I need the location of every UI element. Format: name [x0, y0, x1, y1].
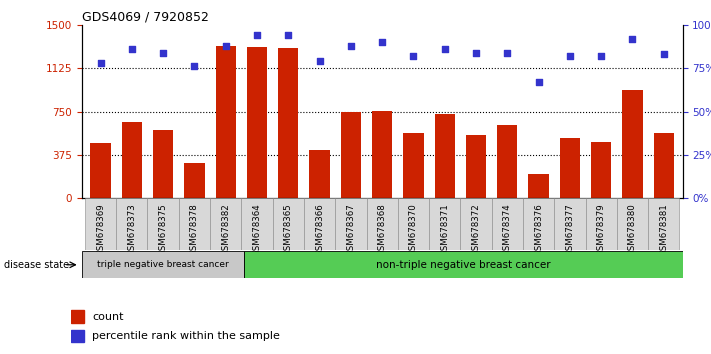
- Bar: [648, 198, 680, 250]
- Bar: [71, 330, 84, 342]
- Point: [251, 32, 262, 38]
- Bar: [215, 46, 236, 198]
- Point: [188, 64, 200, 69]
- Bar: [429, 198, 461, 250]
- Point: [565, 53, 576, 59]
- Bar: [85, 198, 116, 250]
- Text: GSM678382: GSM678382: [221, 203, 230, 256]
- Bar: [586, 198, 617, 250]
- Text: GSM678373: GSM678373: [127, 203, 137, 256]
- Point: [408, 53, 419, 59]
- Text: GSM678372: GSM678372: [471, 203, 481, 256]
- Bar: [309, 150, 330, 198]
- Text: GSM678369: GSM678369: [96, 203, 105, 256]
- Text: GSM678367: GSM678367: [346, 203, 356, 256]
- Text: GSM678378: GSM678378: [190, 203, 199, 256]
- Point: [502, 50, 513, 55]
- Text: GSM678376: GSM678376: [534, 203, 543, 256]
- Point: [282, 32, 294, 38]
- Bar: [466, 135, 486, 198]
- Bar: [122, 122, 142, 198]
- Bar: [492, 198, 523, 250]
- Text: GSM678371: GSM678371: [440, 203, 449, 256]
- Bar: [497, 125, 518, 198]
- Text: GSM678379: GSM678379: [597, 203, 606, 256]
- Bar: [71, 310, 84, 323]
- Text: GSM678364: GSM678364: [252, 203, 262, 256]
- Text: percentile rank within the sample: percentile rank within the sample: [92, 331, 280, 341]
- Point: [596, 53, 607, 59]
- Bar: [304, 198, 335, 250]
- Point: [345, 43, 356, 48]
- Text: non-triple negative breast cancer: non-triple negative breast cancer: [376, 259, 551, 270]
- Bar: [178, 198, 210, 250]
- Bar: [153, 130, 173, 198]
- Bar: [272, 198, 304, 250]
- Bar: [116, 198, 147, 250]
- Bar: [461, 198, 492, 250]
- Bar: [622, 90, 643, 198]
- Bar: [341, 112, 361, 198]
- Point: [220, 43, 231, 48]
- Bar: [82, 251, 245, 278]
- Bar: [591, 142, 611, 198]
- Text: GSM678374: GSM678374: [503, 203, 512, 256]
- Text: disease state: disease state: [4, 260, 69, 270]
- Text: GSM678368: GSM678368: [378, 203, 387, 256]
- Bar: [184, 163, 205, 198]
- Bar: [366, 198, 398, 250]
- Bar: [560, 138, 580, 198]
- Point: [377, 39, 388, 45]
- Bar: [523, 198, 555, 250]
- Text: GSM678365: GSM678365: [284, 203, 293, 256]
- Bar: [147, 198, 178, 250]
- Bar: [278, 48, 299, 198]
- Text: GSM678380: GSM678380: [628, 203, 637, 256]
- Text: GSM678377: GSM678377: [565, 203, 574, 256]
- Bar: [335, 198, 366, 250]
- Text: GDS4069 / 7920852: GDS4069 / 7920852: [82, 11, 208, 24]
- Bar: [528, 174, 549, 198]
- Point: [314, 58, 325, 64]
- Bar: [398, 198, 429, 250]
- Point: [157, 50, 169, 55]
- Bar: [210, 198, 241, 250]
- Point: [533, 79, 545, 85]
- Bar: [372, 111, 392, 198]
- Point: [658, 51, 670, 57]
- Text: GSM678370: GSM678370: [409, 203, 418, 256]
- Bar: [653, 133, 674, 198]
- Text: GSM678375: GSM678375: [159, 203, 168, 256]
- Bar: [247, 47, 267, 198]
- Bar: [90, 143, 111, 198]
- Text: GSM678381: GSM678381: [659, 203, 668, 256]
- Bar: [241, 198, 272, 250]
- Point: [627, 36, 638, 41]
- Bar: [555, 198, 586, 250]
- Point: [95, 60, 106, 66]
- Bar: [403, 133, 424, 198]
- Text: triple negative breast cancer: triple negative breast cancer: [97, 260, 229, 269]
- Point: [471, 50, 482, 55]
- Point: [126, 46, 137, 52]
- Bar: [245, 251, 683, 278]
- Bar: [434, 114, 455, 198]
- Text: count: count: [92, 312, 124, 321]
- Text: GSM678366: GSM678366: [315, 203, 324, 256]
- Bar: [617, 198, 648, 250]
- Point: [439, 46, 451, 52]
